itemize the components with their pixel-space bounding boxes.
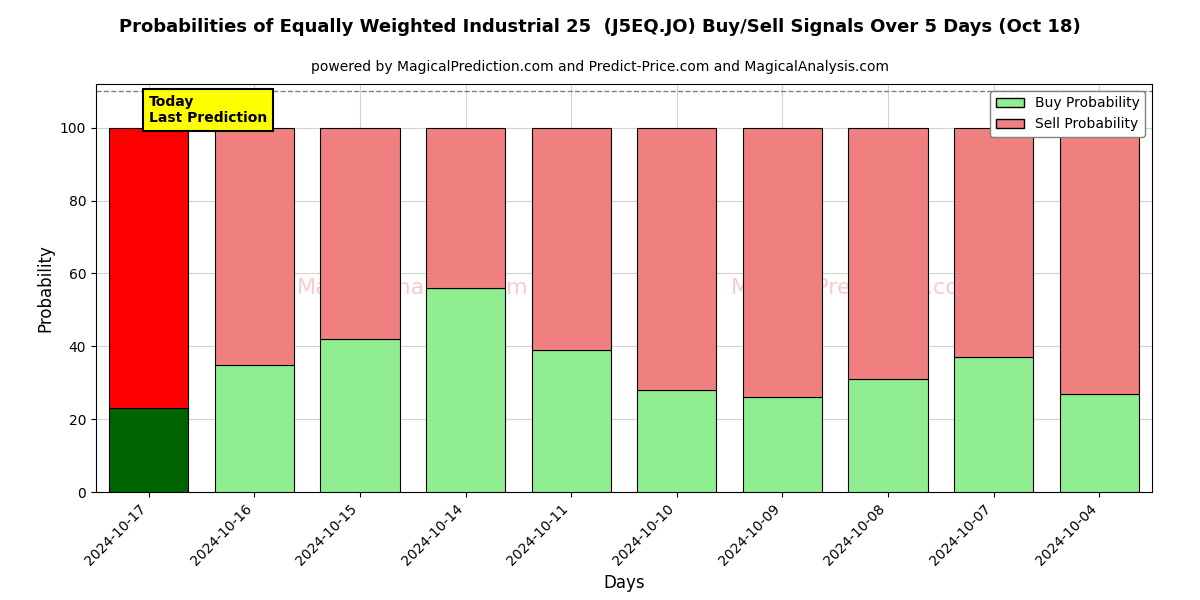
Bar (532, 128, 611, 350)
Bar (954, 128, 1033, 357)
Bar (954, 357, 1033, 492)
Bar (637, 128, 716, 390)
Bar (637, 390, 716, 492)
Bar (426, 128, 505, 288)
Bar (532, 350, 611, 492)
Text: MagicalPrediction.com: MagicalPrediction.com (731, 278, 982, 298)
Bar (215, 128, 294, 364)
Bar (743, 128, 822, 397)
Bar (215, 364, 294, 492)
Text: Probabilities of Equally Weighted Industrial 25  (J5EQ.JO) Buy/Sell Signals Over: Probabilities of Equally Weighted Indust… (119, 18, 1081, 36)
Bar (320, 128, 400, 339)
Bar (848, 128, 928, 379)
Bar (848, 379, 928, 492)
Bar (109, 408, 188, 492)
X-axis label: Days: Days (604, 574, 644, 592)
Text: Today
Last Prediction: Today Last Prediction (149, 95, 268, 125)
Text: powered by MagicalPrediction.com and Predict-Price.com and MagicalAnalysis.com: powered by MagicalPrediction.com and Pre… (311, 60, 889, 74)
Bar (1060, 394, 1139, 492)
Y-axis label: Probability: Probability (36, 244, 54, 332)
Legend: Buy Probability, Sell Probability: Buy Probability, Sell Probability (990, 91, 1145, 137)
Bar (1060, 128, 1139, 394)
Text: MagicalAnalysis.com: MagicalAnalysis.com (296, 278, 529, 298)
Bar (320, 339, 400, 492)
Bar (426, 288, 505, 492)
Bar (109, 128, 188, 408)
Bar (743, 397, 822, 492)
